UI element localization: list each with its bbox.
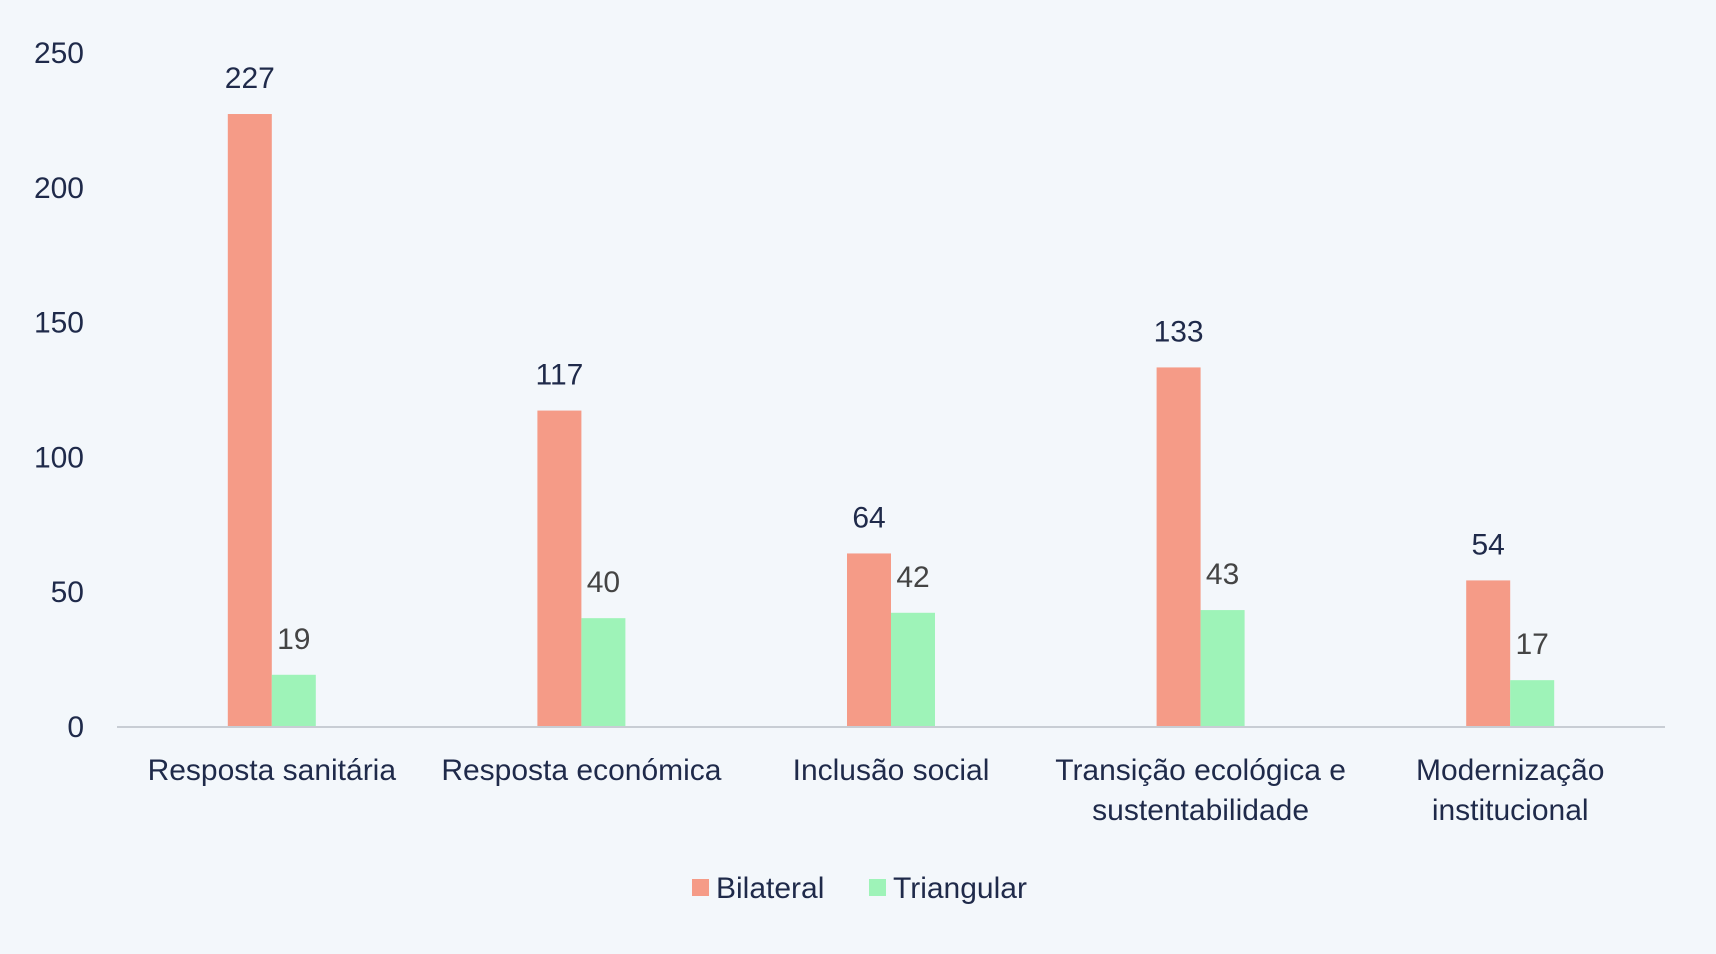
legend-swatch-bilateral xyxy=(692,879,709,896)
bar-bilateral xyxy=(1156,367,1201,726)
bars-group xyxy=(227,114,1555,727)
data-label-bilateral: 64 xyxy=(852,501,885,534)
x-tick-label: Transição ecológica e sustentabilidade xyxy=(1055,754,1346,827)
bar-triangular xyxy=(581,618,626,726)
x-axis: Resposta sanitária Resposta económica Incl… xyxy=(148,754,1605,827)
y-tick-label: 200 xyxy=(34,172,84,205)
bar-triangular xyxy=(1510,680,1555,726)
x-tick-label-line: Resposta económica xyxy=(441,754,721,787)
bar-labels-group: 227 19 117 40 64 42 133 43 54 17 xyxy=(225,62,1549,661)
data-label-triangular: 19 xyxy=(277,623,310,656)
x-tick-label: Resposta económica xyxy=(441,754,721,787)
x-tick-label-line: sustentabilidade xyxy=(1092,794,1309,827)
bar-triangular xyxy=(1200,610,1245,726)
bar-bilateral xyxy=(537,410,582,726)
y-tick-label: 150 xyxy=(34,307,84,340)
y-tick-label: 0 xyxy=(67,711,84,744)
data-label-bilateral: 117 xyxy=(535,359,583,392)
data-label-triangular: 43 xyxy=(1206,558,1239,591)
x-tick-label-line: Modernização xyxy=(1416,754,1604,787)
y-tick-label: 100 xyxy=(34,441,84,474)
data-label-bilateral: 227 xyxy=(225,62,275,95)
data-label-bilateral: 133 xyxy=(1154,315,1204,348)
bar-bilateral xyxy=(1466,580,1511,726)
legend: Bilateral Triangular xyxy=(692,872,1027,905)
x-tick-label-line: Transição ecológica e xyxy=(1055,754,1346,787)
data-label-triangular: 17 xyxy=(1516,628,1549,661)
x-tick-label: Modernização institucional xyxy=(1416,754,1604,827)
x-tick-label-line: institucional xyxy=(1432,794,1589,827)
data-label-triangular: 42 xyxy=(896,561,929,594)
y-tick-label: 250 xyxy=(34,37,84,70)
bar-bilateral xyxy=(227,114,272,727)
x-tick-label: Resposta sanitária xyxy=(148,754,397,787)
legend-label-triangular: Triangular xyxy=(893,872,1027,905)
x-tick-label-line: Inclusão social xyxy=(793,754,990,787)
data-label-triangular: 40 xyxy=(587,566,620,599)
y-axis: 0 50 100 150 200 250 xyxy=(34,37,84,744)
bar-triangular xyxy=(271,674,316,726)
x-tick-label: Inclusão social xyxy=(793,754,990,787)
y-tick-label: 50 xyxy=(51,576,84,609)
x-tick-label-line: Resposta sanitária xyxy=(148,754,397,787)
bar-triangular xyxy=(891,612,935,726)
data-label-bilateral: 54 xyxy=(1472,528,1505,561)
legend-swatch-triangular xyxy=(869,879,886,896)
bar-bilateral xyxy=(847,553,891,726)
legend-label-bilateral: Bilateral xyxy=(716,872,824,905)
